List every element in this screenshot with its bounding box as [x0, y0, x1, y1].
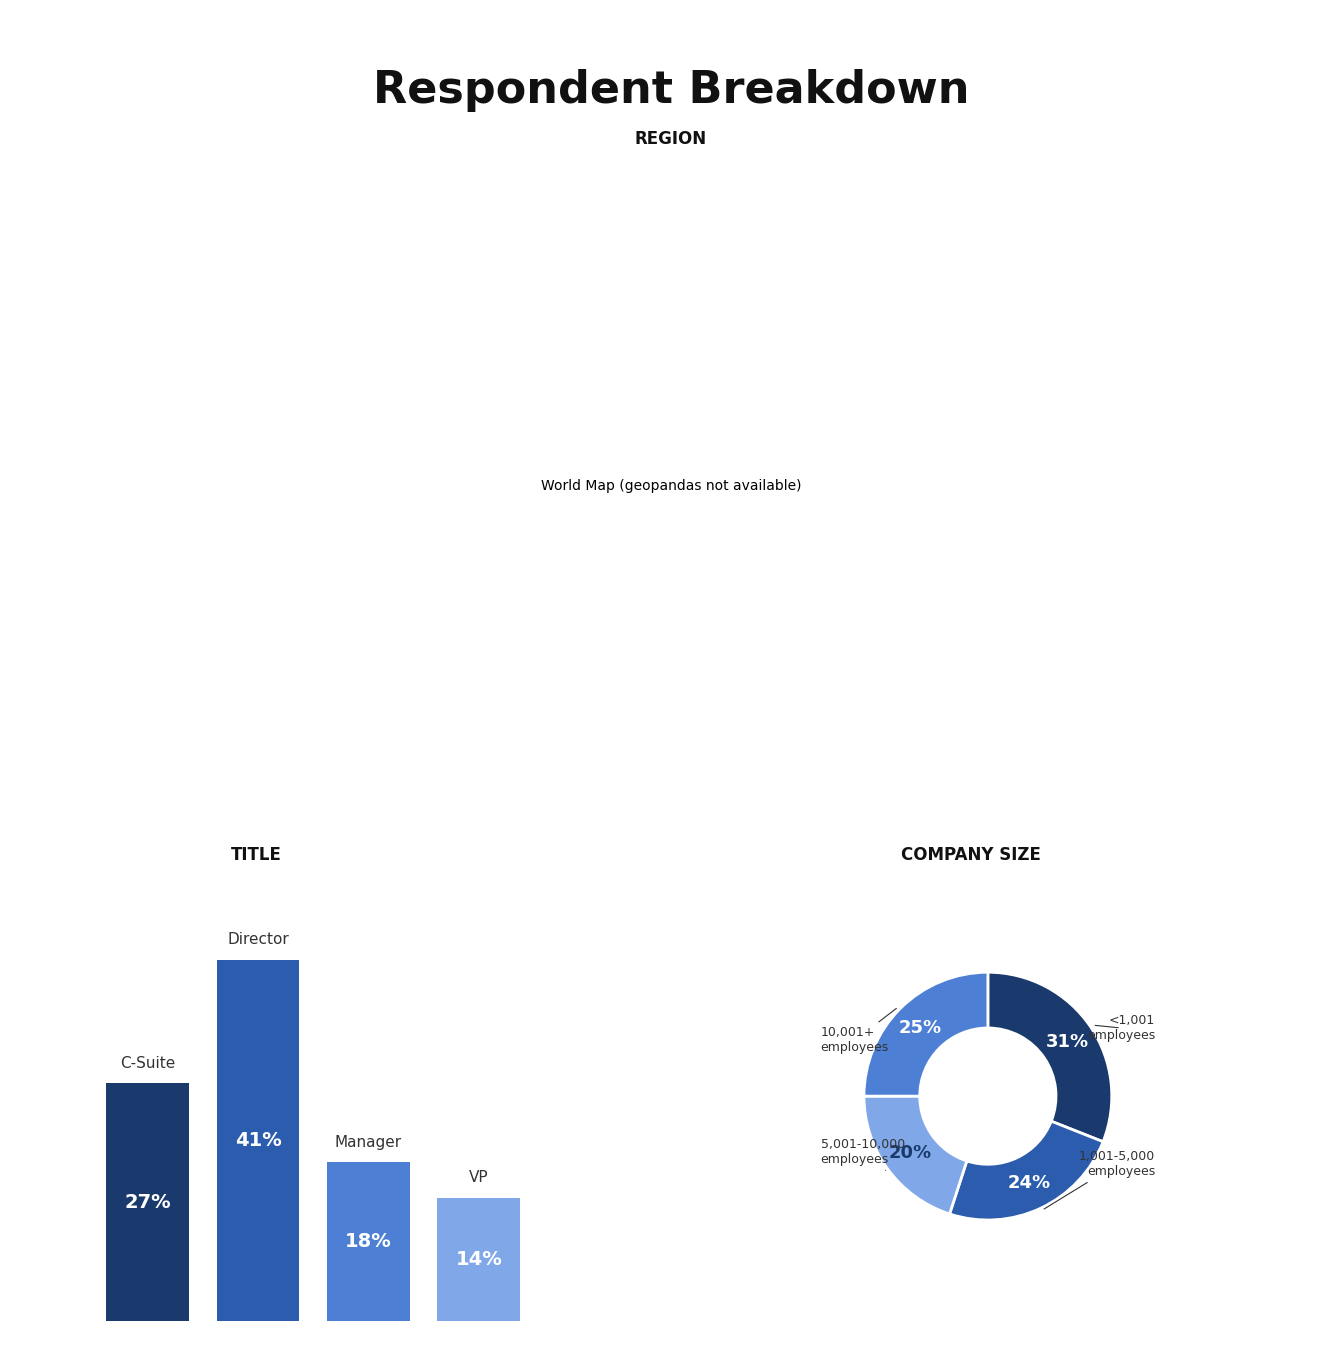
Text: World Map (geopandas not available): World Map (geopandas not available) — [541, 479, 801, 493]
Text: Respondent Breakdown: Respondent Breakdown — [373, 69, 969, 113]
Text: REGION: REGION — [635, 130, 707, 148]
Text: COMPANY SIZE: COMPANY SIZE — [902, 846, 1041, 865]
Text: TITLE: TITLE — [231, 846, 282, 865]
